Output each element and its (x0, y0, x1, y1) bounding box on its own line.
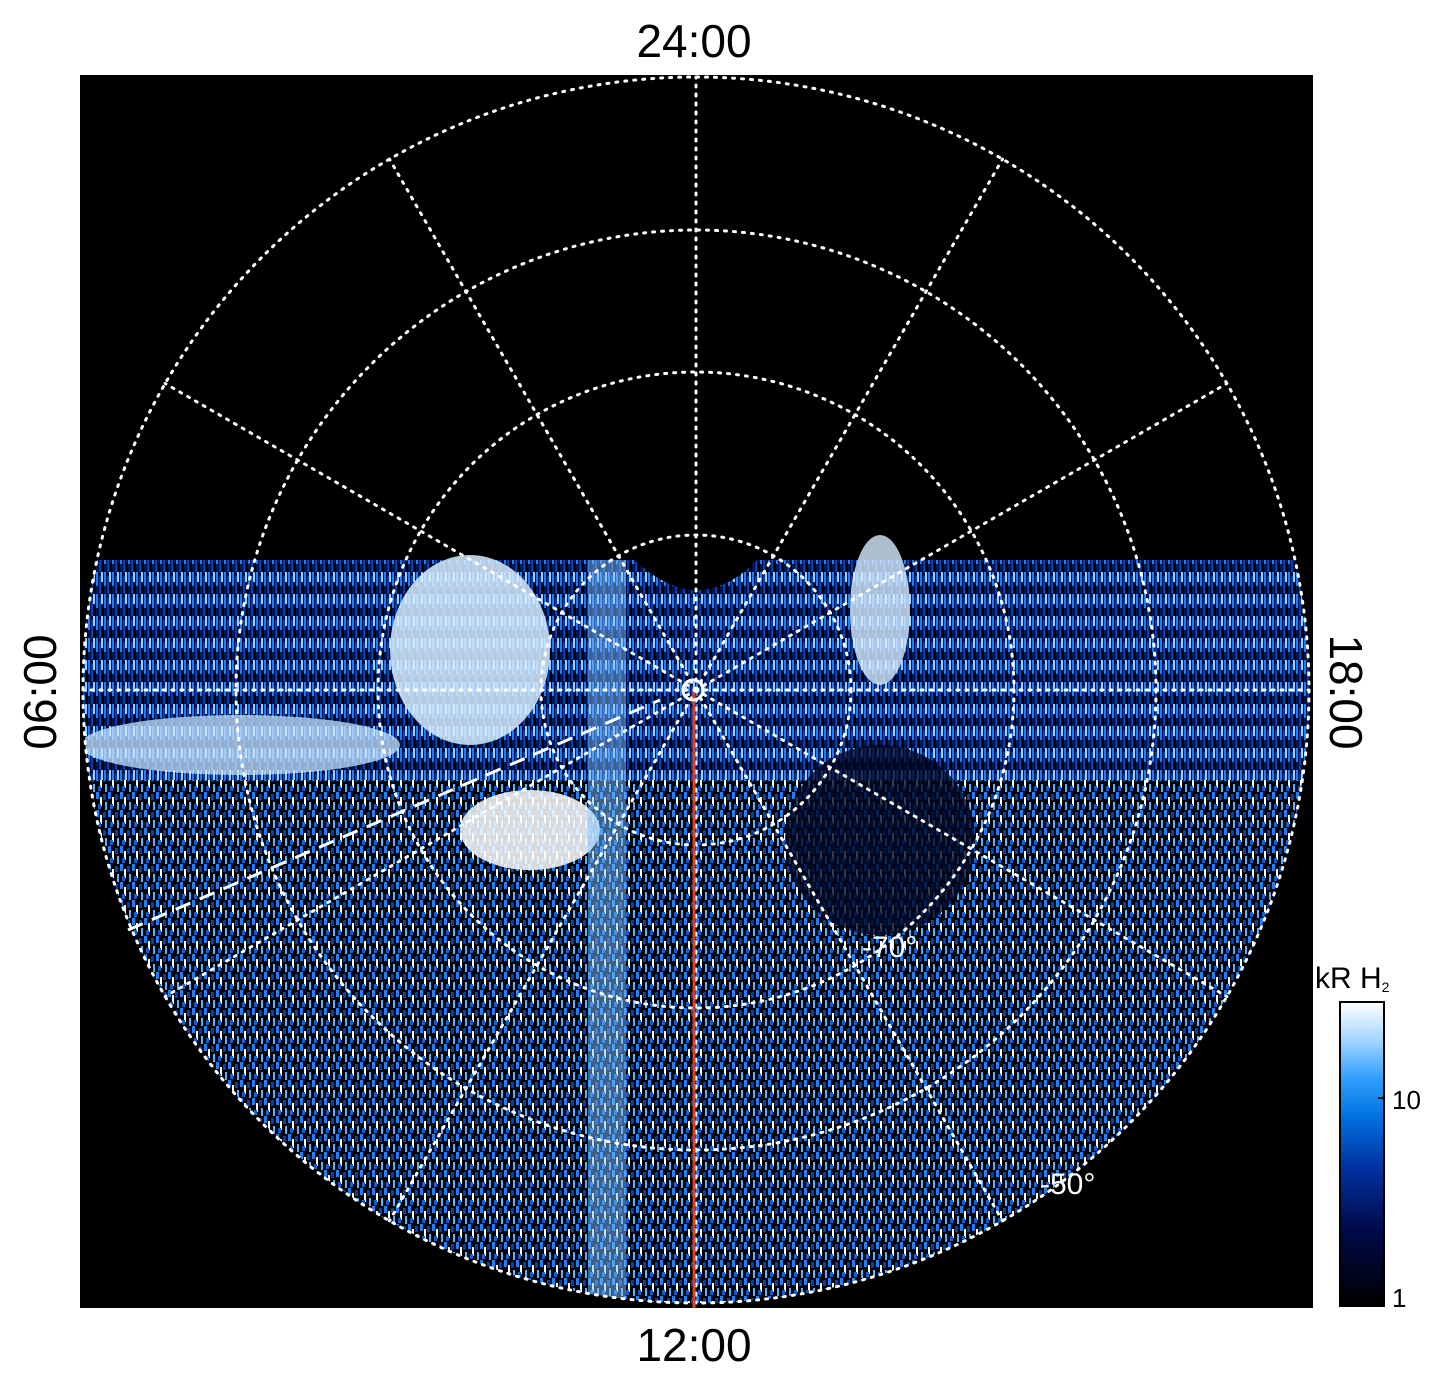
dark-region (785, 745, 975, 935)
bright-spot (460, 790, 600, 870)
meridian-line (163, 382, 698, 692)
meridian-line (388, 688, 698, 1223)
latitude-label-70: -70° (862, 931, 917, 964)
colorbar-gradient (1339, 1001, 1385, 1307)
meridian-line (694, 688, 1229, 998)
bright-arc-band (83, 715, 400, 775)
colorbar-title: kR H2 (1315, 962, 1390, 995)
pole-marker (681, 678, 705, 702)
bright-arc-dusk (850, 535, 910, 685)
local-time-right: 18:00 (1320, 634, 1372, 749)
local-time-top: 24:00 (636, 15, 751, 67)
colorbar-tick-10: 10 (1392, 1085, 1421, 1115)
local-time-left: 06:00 (14, 634, 66, 749)
latitude-label-50: -50° (1040, 1168, 1095, 1201)
meridian-line (694, 157, 1004, 692)
colorbar: kR H2 10 1 (1315, 962, 1421, 1313)
colorbar-tick-1: 1 (1392, 1283, 1406, 1313)
bright-arc-dawn (390, 555, 550, 745)
meridian-line (388, 157, 698, 692)
meridian-line (163, 688, 698, 998)
terminator-line (127, 698, 661, 932)
meridian-line (694, 382, 1229, 692)
local-time-bottom: 12:00 (636, 1319, 751, 1371)
meridian-grid (81, 75, 1311, 1305)
streak-column (588, 560, 626, 1300)
meridian-line (694, 688, 1004, 1223)
